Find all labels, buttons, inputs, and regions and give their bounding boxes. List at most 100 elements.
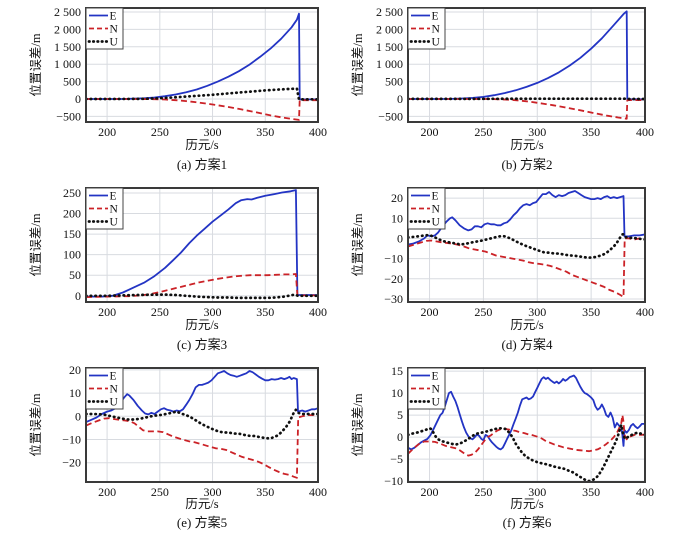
- legend-label-N: N: [432, 204, 441, 216]
- subplot-caption: (d) 方案4: [502, 337, 553, 352]
- plot-background: [408, 8, 645, 122]
- y-tick-label: 250: [63, 186, 81, 200]
- x-tick-label: 250: [151, 125, 169, 139]
- legend-label-U: U: [110, 397, 119, 409]
- y-axis-label: 位置误差/m: [350, 213, 365, 276]
- y-tick-label: 2 000: [376, 22, 403, 36]
- x-axis-label: 历元/s: [510, 318, 543, 332]
- x-tick-label: 300: [528, 125, 546, 139]
- plot-area: 0 50 100 150 200 250 200 250 300 350 400 ENU: [63, 186, 327, 319]
- legend-label-E: E: [110, 371, 117, 383]
- x-tick-label: 300: [204, 305, 222, 319]
- chart-c: 0 50 100 150 200 250 200 250 300 350 400 ENU 位置误差/m…: [28, 186, 327, 352]
- x-tick-label: 400: [636, 305, 654, 319]
- axis-border: [85, 7, 319, 123]
- y-tick-label: 0: [397, 231, 403, 245]
- legend-label-E: E: [432, 371, 439, 383]
- y-axis-label: 位置误差/m: [28, 33, 43, 96]
- plot-area: −500 0 500 1 000 1 500 2 000 2 500 200 250 300 350…: [54, 5, 327, 139]
- x-tick-label: 350: [582, 125, 600, 139]
- y-tick-label: 0: [75, 289, 81, 303]
- legend-label-N: N: [432, 24, 441, 36]
- subplot-d: −30 −20 −10 0 10 20 200 250 300 350 400 E N U 位置误差/m …: [350, 180, 700, 360]
- y-tick-label: 50: [69, 268, 81, 282]
- series-N-line: [408, 237, 645, 298]
- y-tick-label: 0: [397, 430, 403, 444]
- y-axis-label: 位置误差/m: [350, 33, 365, 96]
- y-tick-label: −20: [62, 456, 81, 470]
- legend-label-N: N: [110, 384, 119, 396]
- y-tick-label: 5: [397, 408, 403, 422]
- series-N-line: [408, 98, 645, 120]
- x-axis-label: 历元/s: [185, 138, 218, 152]
- plot-background: [86, 188, 318, 302]
- x-tick-label: 200: [421, 305, 439, 319]
- y-tick-label: 0: [75, 92, 81, 106]
- x-tick-label: 350: [256, 305, 274, 319]
- x-tick-label: 250: [151, 305, 169, 319]
- x-tick-label: 250: [151, 485, 169, 499]
- y-tick-label: 1 500: [54, 40, 81, 54]
- series-U-line: [86, 408, 318, 440]
- y-tick-label: 500: [385, 75, 403, 89]
- y-tick-label: 0: [397, 92, 403, 106]
- y-tick-label: −5: [390, 452, 403, 466]
- y-tick-label: 10: [69, 386, 81, 400]
- x-tick-label: 200: [98, 125, 116, 139]
- subplot-a: −500 0 500 1 000 1 500 2 000 2 500 200 250 300 350…: [0, 0, 350, 180]
- legend: ENU: [85, 367, 124, 410]
- x-tick-label: 350: [582, 485, 600, 499]
- series-N-line: [86, 98, 318, 121]
- legend-label-N: N: [110, 24, 119, 36]
- series-E-line: [408, 374, 645, 451]
- legend-label-U: U: [110, 37, 119, 49]
- series-E-line: [408, 190, 645, 246]
- x-tick-label: 250: [474, 485, 492, 499]
- subplot-c: 0 50 100 150 200 250 200 250 300 350 400 E N U 位置误差/m…: [0, 180, 350, 360]
- chart-f: −10 −5 0 5 10 15 200 250 300 350 400 ENU 位置误差/m 历元/…: [350, 364, 654, 530]
- plot-area: −500 0 500 1 000 1 500 2 000 2 500 200 250 300 350…: [376, 5, 654, 139]
- y-tick-label: −30: [384, 292, 403, 306]
- x-tick-label: 200: [98, 305, 116, 319]
- y-tick-label: −10: [384, 252, 403, 266]
- plot-background: [408, 368, 645, 482]
- axis-border: [407, 187, 646, 303]
- x-tick-label: 400: [309, 125, 327, 139]
- x-tick-label: 200: [421, 125, 439, 139]
- legend-label-U: U: [110, 217, 119, 229]
- legend: ENU: [85, 187, 124, 230]
- y-tick-label: 2 500: [54, 5, 81, 19]
- legend: ENU: [407, 7, 446, 50]
- x-tick-label: 200: [98, 485, 116, 499]
- y-tick-label: 200: [63, 207, 81, 221]
- subplot-caption: (b) 方案2: [502, 157, 553, 172]
- series-N-line: [86, 273, 318, 298]
- y-axis-label: 位置误差/m: [350, 393, 365, 456]
- subplot-b: −500 0 500 1 000 1 500 2 000 2 500 200 250 300 350…: [350, 0, 700, 180]
- series-U-line: [408, 233, 645, 259]
- axis-border: [85, 187, 319, 303]
- x-tick-label: 250: [474, 125, 492, 139]
- chart-a: −500 0 500 1 000 1 500 2 000 2 500 200 250 300 350…: [28, 5, 327, 172]
- y-tick-label: −10: [384, 474, 403, 488]
- legend-label-U: U: [432, 397, 441, 409]
- y-tick-label: 1 500: [376, 40, 403, 54]
- y-tick-label: −500: [56, 109, 81, 123]
- subplot-caption: (a) 方案1: [177, 157, 227, 172]
- series-N-line: [86, 413, 318, 479]
- series-E-line: [86, 370, 318, 423]
- legend-label-E: E: [432, 191, 439, 203]
- x-tick-label: 400: [636, 125, 654, 139]
- x-tick-label: 400: [309, 485, 327, 499]
- y-tick-label: −500: [378, 109, 403, 123]
- plot-area: −10 −5 0 5 10 15 200 250 300 350 400 ENU: [384, 364, 654, 499]
- legend-label-U: U: [432, 217, 441, 229]
- legend: ENU: [407, 187, 446, 230]
- x-axis-label: 历元/s: [185, 318, 218, 332]
- axis-border: [407, 7, 646, 123]
- x-tick-label: 300: [204, 485, 222, 499]
- x-axis-label: 历元/s: [510, 138, 543, 152]
- subplot-f: −10 −5 0 5 10 15 200 250 300 350 400 E N U 位置误差/m 历元/…: [350, 360, 700, 538]
- y-tick-label: 20: [69, 363, 81, 377]
